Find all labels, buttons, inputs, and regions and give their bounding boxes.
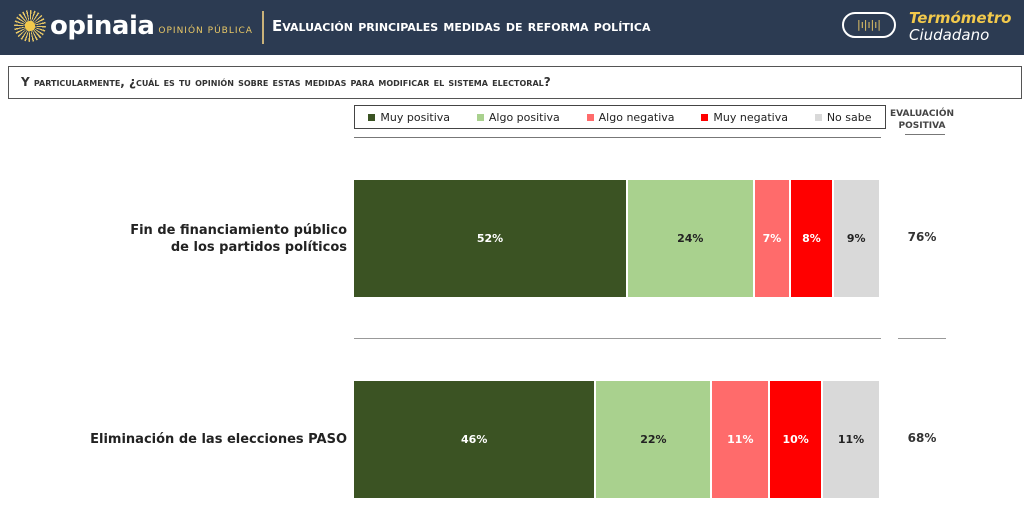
legend-swatch xyxy=(814,113,822,121)
legend-item: Muy negativa xyxy=(701,111,788,124)
category-label: Eliminación de las elecciones PASO xyxy=(90,431,347,448)
question-box: Y particularmente, ¿cuál es tu opinión s… xyxy=(8,66,1022,99)
badge-line1: Termómetro xyxy=(909,9,1012,27)
legend-label: No sabe xyxy=(826,110,872,124)
legend-underline xyxy=(354,137,881,138)
legend-item: Algo negativa xyxy=(586,110,675,124)
speech-bubble-audio-icon: |ı|ı|ı| xyxy=(842,12,896,38)
divider xyxy=(262,11,264,44)
termometro-badge: Termómetro Ciudadano xyxy=(909,10,1011,44)
legend-item: Algo positiva xyxy=(476,110,560,124)
opinaia-logo: opinaia OPINIÓN PÚBLICA xyxy=(14,10,253,42)
category-label-line: de los partidos políticos xyxy=(170,239,347,255)
eval-separator xyxy=(898,338,946,339)
bar-segment-algo-positiva: 24% xyxy=(628,180,755,297)
bar-segment-muy-positiva: 52% xyxy=(354,180,629,297)
category-label-line: Eliminación de las elecciones PASO xyxy=(90,432,347,447)
brand-name: opinaia xyxy=(50,11,155,41)
legend-label: Algo positiva xyxy=(488,110,560,124)
legend: Muy positiva Algo positiva Algo negativa Mu… xyxy=(354,105,886,129)
legend-swatch xyxy=(701,113,709,121)
sun-logo-icon xyxy=(14,10,46,42)
header: opinaia OPINIÓN PÚBLICA Evaluación princ… xyxy=(0,0,1024,55)
legend-label: Muy positiva xyxy=(380,110,451,124)
bar-row: 52% 24% 7% 8% 9% xyxy=(354,180,881,297)
legend-item: Muy positiva xyxy=(368,111,450,124)
eval-underline xyxy=(905,134,945,135)
page-title: Evaluación principales medidas de reform… xyxy=(272,17,651,35)
legend-swatch xyxy=(476,113,484,121)
legend-label: Algo negativa xyxy=(598,110,675,124)
bar-segment-no-sabe: 11% xyxy=(823,381,881,498)
brand-subtitle: OPINIÓN PÚBLICA xyxy=(158,26,253,36)
evaluation-value: 76% xyxy=(907,229,937,244)
legend-swatch xyxy=(586,113,594,121)
category-label-line: Fin de financiamiento público xyxy=(130,222,347,238)
row-separator xyxy=(354,338,881,339)
bar-segment-algo-negativa: 11% xyxy=(712,381,771,498)
category-label: Fin de financiamiento público de los part… xyxy=(130,222,347,256)
bar-segment-algo-negativa: 7% xyxy=(754,180,792,297)
bar-segment-muy-negativa: 10% xyxy=(770,381,823,498)
legend-swatch xyxy=(368,113,376,121)
bar-segment-algo-positiva: 22% xyxy=(596,381,713,498)
badge-line2: Ciudadano xyxy=(909,26,990,44)
legend-label: Muy negativa xyxy=(713,110,788,124)
evaluation-value: 68% xyxy=(907,430,937,445)
legend-item: No sabe xyxy=(814,110,872,124)
evaluation-header: EVALUACIÓN POSITIVA xyxy=(889,109,954,131)
bar-row: 46% 22% 11% 10% 11% xyxy=(354,381,881,498)
bar-segment-no-sabe: 9% xyxy=(833,180,881,297)
bar-segment-muy-negativa: 8% xyxy=(791,180,834,297)
bar-segment-muy-positiva: 46% xyxy=(354,381,597,498)
